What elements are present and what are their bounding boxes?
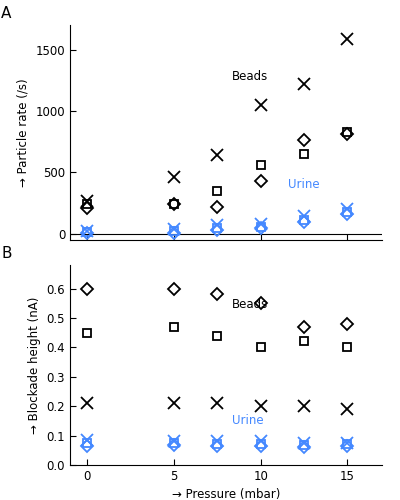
Text: Beads: Beads: [232, 70, 268, 83]
X-axis label: → Pressure (mbar): → Pressure (mbar): [172, 488, 280, 500]
Y-axis label: → Particle rate (/s): → Particle rate (/s): [17, 78, 30, 187]
Text: Urine: Urine: [288, 178, 320, 190]
Y-axis label: → Blockade height (nA): → Blockade height (nA): [28, 296, 41, 434]
Text: Urine: Urine: [232, 414, 264, 428]
Text: A: A: [1, 6, 12, 20]
Text: B: B: [1, 246, 12, 261]
Text: Beads: Beads: [232, 298, 268, 312]
